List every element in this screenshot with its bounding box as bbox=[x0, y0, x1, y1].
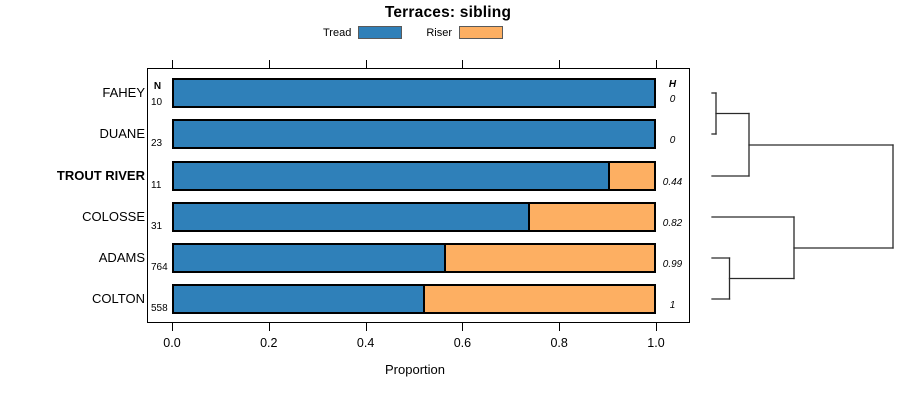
bar-segment-tread bbox=[174, 204, 531, 230]
h-value: 0.99 bbox=[662, 259, 683, 270]
n-value: 10 bbox=[151, 97, 163, 108]
x-axis-tick-top bbox=[656, 60, 657, 68]
plot-box bbox=[147, 68, 690, 323]
bar-segment-tread bbox=[174, 80, 654, 106]
h-value: 1 bbox=[669, 300, 676, 311]
legend-swatch-tread bbox=[358, 26, 403, 39]
legend-label-tread: Tread bbox=[323, 26, 352, 39]
x-axis-tick-bottom bbox=[172, 323, 173, 331]
x-axis-tick-label: 0.8 bbox=[550, 336, 568, 350]
x-axis-tick-top bbox=[365, 60, 367, 68]
col-header-h: H bbox=[668, 79, 677, 90]
h-value: 0 bbox=[669, 94, 676, 105]
bar-row bbox=[172, 284, 656, 314]
x-axis-tick-top bbox=[268, 60, 270, 68]
bar-row bbox=[172, 119, 656, 149]
x-axis-tick-label: 0.6 bbox=[453, 336, 472, 350]
x-axis-tick-top bbox=[559, 60, 561, 68]
x-axis-tick-bottom bbox=[268, 323, 270, 331]
bar-segment-riser bbox=[610, 163, 654, 189]
bar-segment-tread bbox=[174, 286, 426, 312]
n-value: 11 bbox=[151, 180, 162, 191]
bar-segment-tread bbox=[174, 163, 611, 189]
x-axis-tick-label: 0.2 bbox=[260, 336, 278, 350]
row-label: ADAMS bbox=[98, 250, 145, 265]
x-axis-tick-bottom bbox=[559, 323, 561, 331]
n-value: 23 bbox=[151, 138, 163, 149]
legend-swatch-riser bbox=[459, 26, 503, 39]
bar-segment-riser bbox=[425, 286, 654, 312]
x-axis-tick-bottom bbox=[462, 323, 464, 331]
x-axis-tick-bottom bbox=[365, 323, 367, 331]
bar-segment-riser bbox=[530, 204, 654, 230]
legend: Tread Riser bbox=[323, 26, 503, 39]
x-axis-tick-top bbox=[172, 60, 173, 68]
x-axis-tick-label: 0.4 bbox=[356, 336, 375, 350]
x-axis-tick-label: 1.0 bbox=[647, 336, 665, 350]
bar-segment-riser bbox=[446, 245, 654, 271]
h-value: 0 bbox=[669, 135, 676, 146]
bar-row bbox=[172, 161, 656, 191]
x-axis-tick-label: 0.0 bbox=[163, 336, 181, 350]
bar-row bbox=[172, 78, 656, 108]
bar-row bbox=[172, 202, 656, 232]
legend-label-riser: Riser bbox=[426, 26, 452, 39]
col-header-n: N bbox=[153, 81, 162, 92]
row-label: FAHEY bbox=[102, 85, 145, 100]
row-label: DUANE bbox=[99, 126, 145, 141]
h-value: 0.82 bbox=[662, 218, 683, 229]
bar-segment-tread bbox=[174, 121, 654, 147]
n-value: 764 bbox=[151, 262, 168, 273]
bar-segment-tread bbox=[174, 245, 447, 271]
row-label: COLTON bbox=[92, 291, 145, 306]
chart-title: Terraces: sibling bbox=[384, 4, 512, 21]
x-axis-tick-bottom bbox=[656, 323, 657, 331]
x-axis-title: Proportion bbox=[385, 362, 445, 377]
n-value: 558 bbox=[151, 303, 168, 314]
n-value: 31 bbox=[151, 221, 163, 232]
h-value: 0.44 bbox=[662, 177, 683, 188]
row-label: COLOSSE bbox=[82, 209, 145, 224]
row-label: TROUT RIVER bbox=[56, 168, 145, 183]
x-axis-tick-top bbox=[462, 60, 464, 68]
bar-row bbox=[172, 243, 656, 273]
